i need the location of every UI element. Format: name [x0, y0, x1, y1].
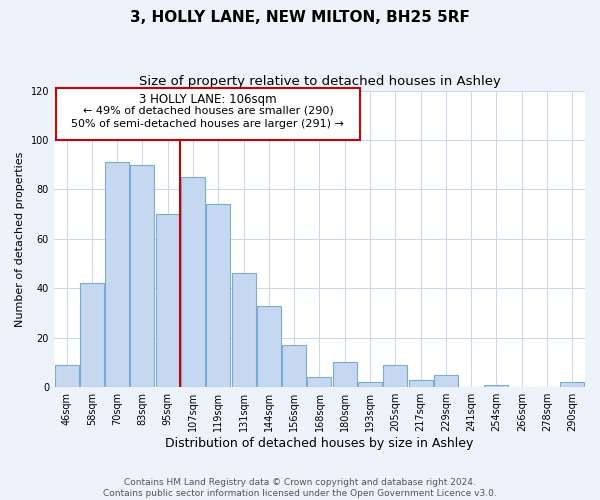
Bar — [383, 365, 407, 387]
X-axis label: Distribution of detached houses by size in Ashley: Distribution of detached houses by size … — [165, 437, 473, 450]
Bar — [333, 362, 357, 387]
Bar — [130, 164, 154, 387]
Bar — [409, 380, 433, 387]
Bar — [206, 204, 230, 387]
Bar — [484, 384, 508, 387]
Text: 3 HOLLY LANE: 106sqm: 3 HOLLY LANE: 106sqm — [139, 92, 277, 106]
Bar — [560, 382, 584, 387]
Bar — [80, 284, 104, 387]
Bar — [232, 274, 256, 387]
Title: Size of property relative to detached houses in Ashley: Size of property relative to detached ho… — [139, 75, 500, 88]
Bar — [181, 177, 205, 387]
Text: 3, HOLLY LANE, NEW MILTON, BH25 5RF: 3, HOLLY LANE, NEW MILTON, BH25 5RF — [130, 10, 470, 25]
Bar — [105, 162, 129, 387]
Bar — [307, 378, 331, 387]
Bar — [358, 382, 382, 387]
Bar — [434, 375, 458, 387]
Bar — [156, 214, 180, 387]
Text: ← 49% of detached houses are smaller (290): ← 49% of detached houses are smaller (29… — [83, 106, 334, 116]
Text: Contains HM Land Registry data © Crown copyright and database right 2024.
Contai: Contains HM Land Registry data © Crown c… — [103, 478, 497, 498]
Bar — [55, 365, 79, 387]
FancyBboxPatch shape — [56, 88, 360, 140]
Bar — [257, 306, 281, 387]
Y-axis label: Number of detached properties: Number of detached properties — [15, 151, 25, 326]
Bar — [282, 345, 306, 387]
Text: 50% of semi-detached houses are larger (291) →: 50% of semi-detached houses are larger (… — [71, 119, 344, 129]
